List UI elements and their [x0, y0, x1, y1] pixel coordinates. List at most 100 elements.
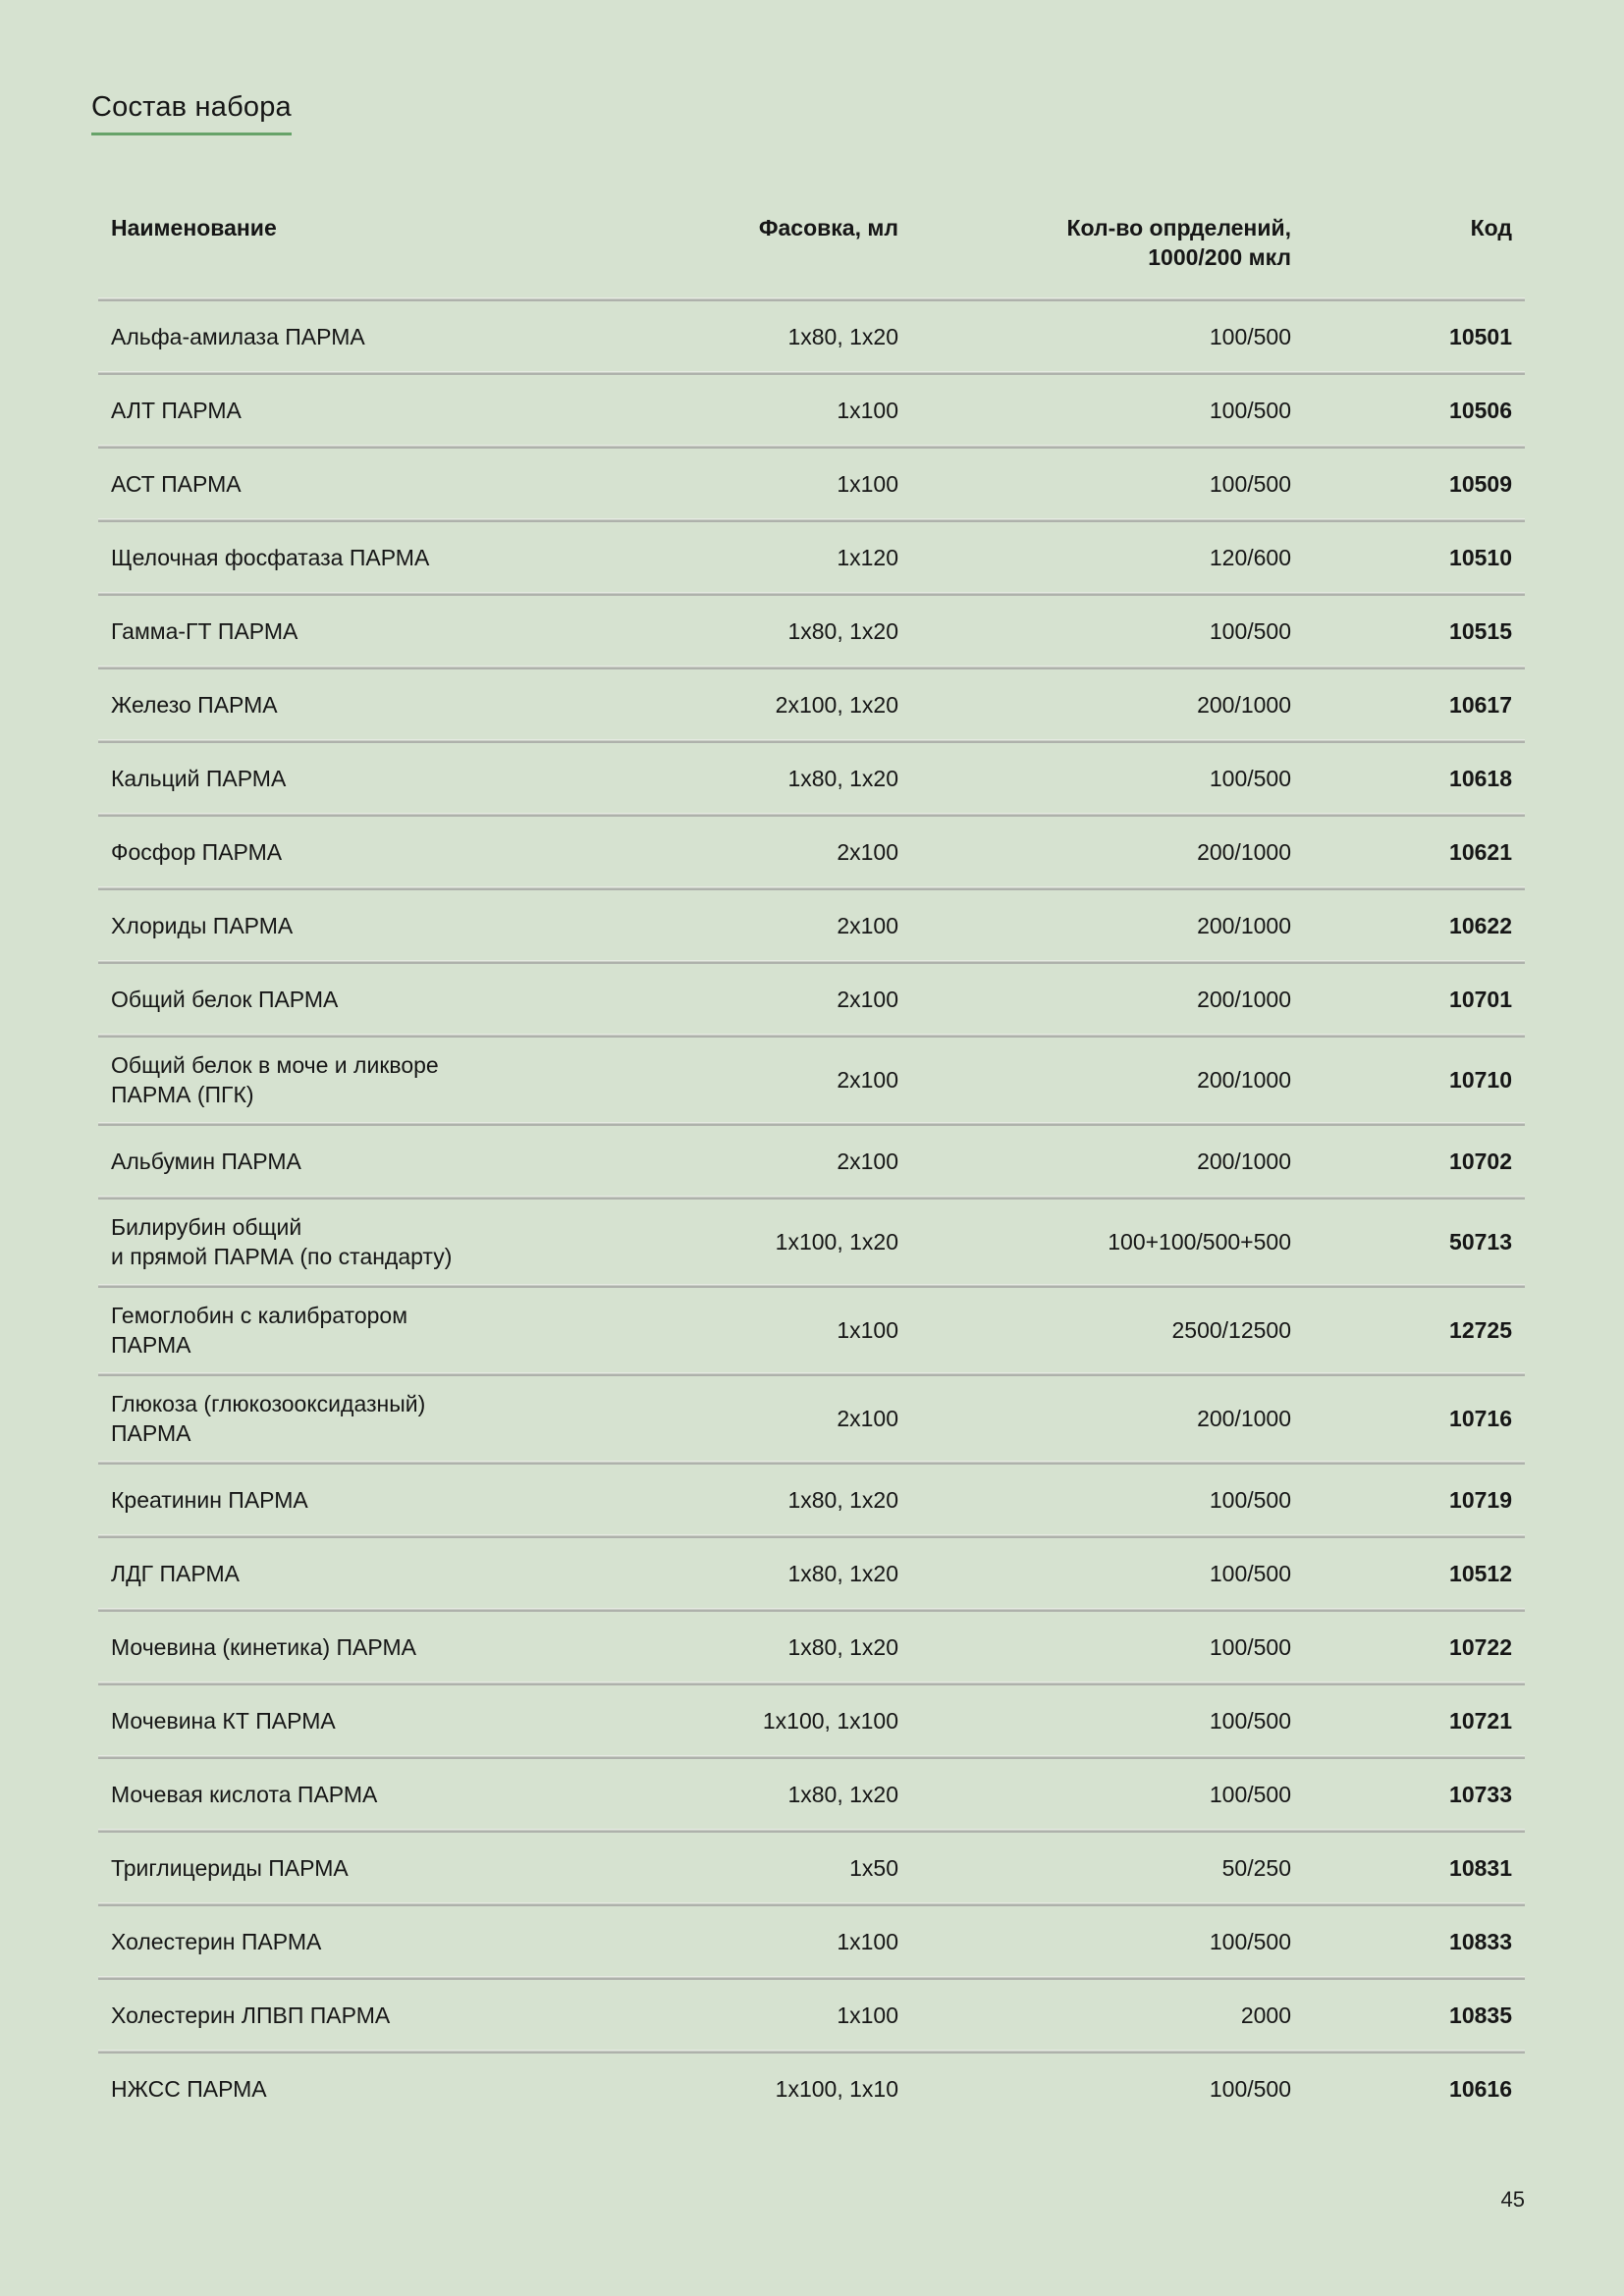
cell-pack: 2x100: [837, 1067, 898, 1093]
cell-qty: 100/500: [1209, 470, 1291, 497]
row-separator: [98, 1034, 1525, 1038]
row-separator: [98, 371, 1525, 375]
cell-qty: 100/500: [1209, 1707, 1291, 1734]
cell-name: Хлориды ПАРМА: [111, 912, 294, 938]
cell-code: 10621: [1449, 838, 1512, 865]
kit-composition-table: Наименование Фасовка, мл Кол-во опрделен…: [98, 200, 1525, 2123]
cell-code: 10617: [1449, 691, 1512, 718]
row-separator: [98, 1196, 1525, 1200]
table-row: Гемоглобин с калибратором ПАРМА 1x100 25…: [98, 1288, 1525, 1372]
table-header-row: Наименование Фасовка, мл Кол-во опрделен…: [98, 200, 1525, 272]
table-row: Мочевая кислота ПАРМА 1x80, 1x20 100/500…: [98, 1759, 1525, 1829]
cell-pack: 1x80, 1x20: [787, 1633, 898, 1660]
page-number: 45: [1500, 2187, 1525, 2212]
cell-qty: 100/500: [1209, 323, 1291, 349]
row-separator: [98, 1682, 1525, 1685]
cell-name: Креатинин ПАРМА: [111, 1486, 308, 1513]
cell-qty: 100+100/500+500: [1108, 1229, 1291, 1255]
row-separator: [98, 666, 1525, 669]
row-separator: [98, 445, 1525, 449]
row-separator: [98, 1829, 1525, 1833]
cell-code: 10509: [1449, 470, 1512, 497]
cell-qty: 200/1000: [1197, 691, 1291, 718]
row-separator: [98, 886, 1525, 890]
row-separator: [98, 1534, 1525, 1538]
column-header-pack: Фасовка, мл: [758, 215, 898, 240]
cell-pack: 1x80, 1x20: [787, 617, 898, 644]
cell-name: Холестерин ПАРМА: [111, 1928, 322, 1954]
cell-code: 10510: [1449, 544, 1512, 570]
cell-pack: 1x120: [837, 544, 898, 570]
cell-code: 10835: [1449, 2002, 1512, 2028]
row-separator: [98, 1976, 1525, 1980]
cell-qty: 200/1000: [1197, 1067, 1291, 1093]
cell-pack: 1x100: [837, 1928, 898, 1954]
cell-name: Билирубин общий и прямой ПАРМА (по станд…: [111, 1214, 453, 1269]
row-separator: [98, 1755, 1525, 1759]
cell-qty: 100/500: [1209, 765, 1291, 791]
column-header-code: Код: [1470, 215, 1512, 240]
cell-code: 10618: [1449, 765, 1512, 791]
cell-code: 10515: [1449, 617, 1512, 644]
row-separator: [98, 960, 1525, 964]
table-row: Фосфор ПАРМА 2x100 200/1000 10621: [98, 817, 1525, 886]
cell-qty: 2000: [1240, 2002, 1291, 2028]
cell-name: Триглицериды ПАРМА: [111, 1854, 349, 1881]
table-row: Кальций ПАРМА 1x80, 1x20 100/500 10618: [98, 743, 1525, 813]
cell-code: 10831: [1449, 1854, 1512, 1881]
cell-qty: 200/1000: [1197, 912, 1291, 938]
cell-pack: 1x100: [837, 397, 898, 423]
cell-pack: 2x100: [837, 838, 898, 865]
cell-pack: 1x100, 1x100: [762, 1707, 898, 1734]
cell-code: 50713: [1449, 1229, 1512, 1255]
table-row: Мочевина (кинетика) ПАРМА 1x80, 1x20 100…: [98, 1612, 1525, 1682]
cell-name: Общий белок ПАРМА: [111, 986, 339, 1012]
cell-code: 10721: [1449, 1707, 1512, 1734]
cell-name: АЛТ ПАРМА: [111, 397, 242, 423]
cell-name: Железо ПАРМА: [111, 691, 278, 718]
cell-name: Холестерин ЛПВП ПАРМА: [111, 2002, 391, 2028]
table-row: АЛТ ПАРМА 1x100 100/500 10506: [98, 375, 1525, 445]
cell-code: 10501: [1449, 323, 1512, 349]
cell-code: 10833: [1449, 1928, 1512, 1954]
cell-name: Глюкоза (глюкозооксидазный) ПАРМА: [111, 1391, 426, 1446]
cell-code: 10733: [1449, 1781, 1512, 1807]
table-row: Глюкоза (глюкозооксидазный) ПАРМА 2x100 …: [98, 1376, 1525, 1461]
cell-qty: 200/1000: [1197, 838, 1291, 865]
cell-qty: 100/500: [1209, 1560, 1291, 1586]
cell-name: Общий белок в моче и ликворе ПАРМА (ПГК): [111, 1052, 439, 1107]
table-row: ЛДГ ПАРМА 1x80, 1x20 100/500 10512: [98, 1538, 1525, 1608]
cell-name: Мочевина (кинетика) ПАРМА: [111, 1633, 416, 1660]
cell-code: 10512: [1449, 1560, 1512, 1586]
cell-pack: 1x80, 1x20: [787, 1486, 898, 1513]
cell-pack: 1x100, 1x10: [775, 2075, 898, 2102]
cell-qty: 100/500: [1209, 397, 1291, 423]
cell-qty: 200/1000: [1197, 1406, 1291, 1431]
row-separator: [98, 813, 1525, 817]
column-header-name: Наименование: [111, 215, 277, 240]
cell-qty: 120/600: [1209, 544, 1291, 570]
cell-name: Фосфор ПАРМА: [111, 838, 283, 865]
cell-name: Щелочная фосфатаза ПАРМА: [111, 544, 430, 570]
cell-code: 10719: [1449, 1486, 1512, 1513]
page-title: Состав набора: [91, 90, 292, 135]
table-row: АСТ ПАРМА 1x100 100/500 10509: [98, 449, 1525, 518]
cell-qty: 100/500: [1209, 617, 1291, 644]
cell-code: 10616: [1449, 2075, 1512, 2102]
row-separator: [98, 739, 1525, 743]
row-separator: [98, 592, 1525, 596]
cell-code: 10701: [1449, 986, 1512, 1012]
cell-pack: 1x80, 1x20: [787, 1781, 898, 1807]
cell-pack: 1x100: [837, 1317, 898, 1343]
cell-name: Мочевина КТ ПАРМА: [111, 1707, 336, 1734]
cell-qty: 200/1000: [1197, 1148, 1291, 1174]
cell-pack: 2x100: [837, 986, 898, 1012]
cell-name: НЖСС ПАРМА: [111, 2075, 267, 2102]
cell-pack: 1x100: [837, 2002, 898, 2028]
cell-name: АСТ ПАРМА: [111, 470, 242, 497]
column-header-qty: Кол-во опрделений, 1000/200 мкл: [1066, 215, 1291, 270]
cell-qty: 100/500: [1209, 1633, 1291, 1660]
cell-name: Альбумин ПАРМА: [111, 1148, 301, 1174]
cell-pack: 1x80, 1x20: [787, 765, 898, 791]
row-separator: [98, 1608, 1525, 1612]
